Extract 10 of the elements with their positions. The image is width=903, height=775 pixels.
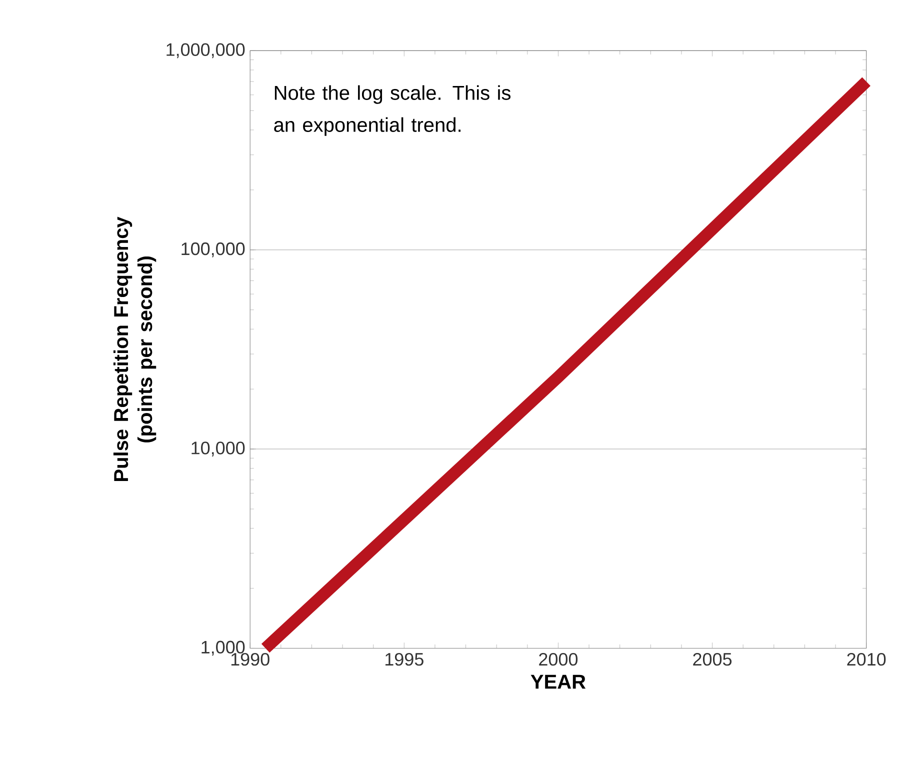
x-tick-label: 1995 xyxy=(386,652,424,666)
x-axis-title: YEAR xyxy=(530,674,586,689)
x-tick-label: 2000 xyxy=(539,652,578,666)
x-tick-label: 2005 xyxy=(693,652,732,666)
x-tick-label: 2010 xyxy=(847,652,886,666)
y-tick-label: 10,000 xyxy=(192,442,245,456)
y-tick-label: 1,000,000 xyxy=(166,43,245,58)
y-tick-label: 100,000 xyxy=(182,242,245,258)
y-axis-title: Pulse Repetition Frequency (points per second) xyxy=(113,216,156,481)
annotation: Note the log scale. This is an exponential trend. xyxy=(274,85,510,136)
